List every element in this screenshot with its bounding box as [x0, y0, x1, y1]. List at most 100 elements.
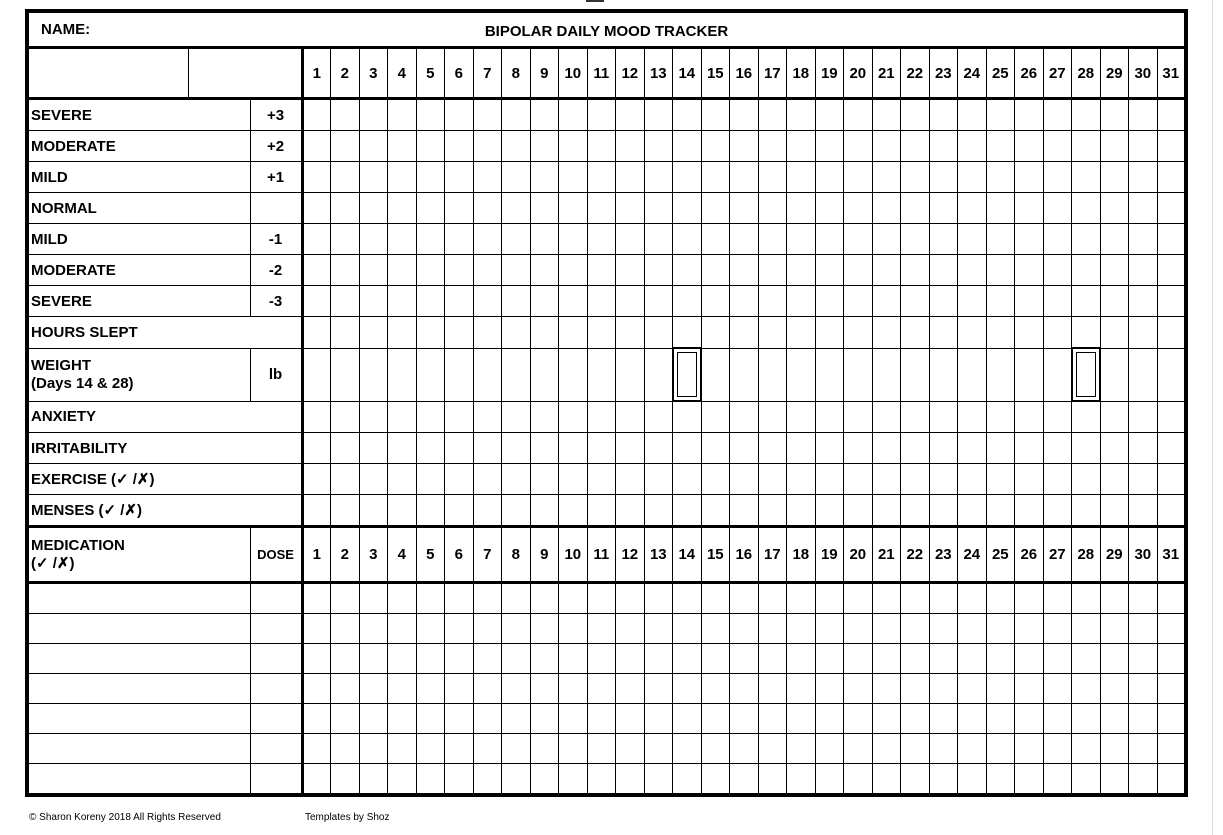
day-cell[interactable] [472, 432, 503, 464]
day-cell[interactable] [814, 763, 845, 796]
day-cell[interactable] [957, 285, 987, 317]
day-cell[interactable] [300, 254, 332, 286]
day-cell[interactable] [529, 582, 560, 614]
day-cell[interactable] [1042, 223, 1073, 255]
day-cell[interactable] [1128, 432, 1158, 464]
day-cell[interactable] [672, 673, 702, 704]
day-cell[interactable] [472, 316, 503, 349]
day-cell[interactable] [529, 463, 560, 495]
day-cell[interactable] [415, 400, 446, 433]
day-cell[interactable] [729, 643, 759, 674]
day-cell[interactable] [472, 673, 503, 704]
day-cell[interactable] [814, 316, 845, 349]
day-cell[interactable] [700, 347, 731, 402]
day-cell[interactable] [615, 285, 645, 317]
day-cell[interactable] [472, 130, 503, 162]
day-cell[interactable] [1014, 673, 1044, 704]
day-cell[interactable] [1071, 673, 1101, 704]
day-cell[interactable] [1071, 643, 1101, 674]
day-cell[interactable] [330, 192, 360, 224]
day-cell[interactable] [387, 400, 417, 433]
day-cell[interactable] [415, 582, 446, 614]
day-cell[interactable] [529, 316, 560, 349]
day-cell[interactable] [615, 432, 645, 464]
day-cell[interactable] [672, 733, 702, 764]
day-cell[interactable] [1128, 582, 1158, 614]
day-cell[interactable] [928, 400, 959, 433]
day-cell[interactable] [558, 703, 588, 734]
day-cell[interactable] [1099, 432, 1130, 464]
day-cell[interactable] [1014, 130, 1044, 162]
day-cell[interactable] [358, 400, 389, 433]
day-cell[interactable] [900, 613, 930, 644]
day-cell[interactable] [1156, 316, 1187, 349]
day-cell[interactable] [501, 254, 531, 286]
day-cell[interactable] [300, 347, 332, 402]
day-cell[interactable] [586, 316, 617, 349]
day-cell[interactable] [1014, 285, 1044, 317]
day-cell[interactable] [330, 285, 360, 317]
day-cell[interactable] [529, 763, 560, 796]
medication-dose-cell[interactable] [249, 643, 303, 674]
day-cell[interactable] [928, 432, 959, 464]
day-cell[interactable] [1156, 463, 1187, 495]
day-cell[interactable] [985, 763, 1016, 796]
day-cell[interactable] [1128, 400, 1158, 433]
day-cell[interactable] [358, 463, 389, 495]
day-cell[interactable] [472, 582, 503, 614]
day-cell[interactable] [1071, 130, 1101, 162]
day-cell[interactable] [985, 161, 1016, 193]
day-cell[interactable] [814, 494, 845, 527]
day-cell[interactable] [643, 763, 674, 796]
day-cell[interactable] [1042, 432, 1073, 464]
day-cell[interactable] [871, 613, 902, 644]
day-cell[interactable] [1014, 316, 1044, 349]
day-cell[interactable] [472, 161, 503, 193]
day-cell[interactable] [615, 643, 645, 674]
day-cell[interactable] [900, 98, 930, 131]
day-cell[interactable] [1156, 98, 1187, 131]
day-cell[interactable] [843, 347, 873, 402]
day-cell[interactable] [1128, 733, 1158, 764]
medication-name-cell[interactable] [26, 643, 251, 674]
medication-name-cell[interactable] [26, 673, 251, 704]
day-cell[interactable] [843, 98, 873, 131]
day-cell[interactable] [985, 673, 1016, 704]
day-cell[interactable] [387, 613, 417, 644]
day-cell[interactable] [643, 223, 674, 255]
day-cell[interactable] [957, 347, 987, 402]
day-cell[interactable] [1156, 223, 1187, 255]
day-cell[interactable] [814, 733, 845, 764]
day-cell[interactable] [786, 98, 816, 131]
day-cell[interactable] [558, 494, 588, 527]
day-cell[interactable] [928, 254, 959, 286]
day-cell[interactable] [501, 613, 531, 644]
day-cell[interactable] [957, 130, 987, 162]
day-cell[interactable] [1042, 130, 1073, 162]
day-cell[interactable] [985, 494, 1016, 527]
day-cell[interactable] [871, 192, 902, 224]
day-cell[interactable] [985, 400, 1016, 433]
day-cell[interactable] [900, 130, 930, 162]
day-cell[interactable] [472, 463, 503, 495]
day-cell[interactable] [444, 285, 474, 317]
day-cell[interactable] [729, 254, 759, 286]
day-cell[interactable] [387, 494, 417, 527]
day-cell[interactable] [957, 673, 987, 704]
day-cell[interactable] [1099, 673, 1130, 704]
day-cell[interactable] [871, 463, 902, 495]
day-cell[interactable] [1014, 192, 1044, 224]
day-cell[interactable] [957, 463, 987, 495]
day-cell[interactable] [786, 613, 816, 644]
day-cell[interactable] [1014, 98, 1044, 131]
day-cell[interactable] [643, 161, 674, 193]
medication-dose-cell[interactable] [249, 673, 303, 704]
day-cell[interactable] [501, 643, 531, 674]
day-cell[interactable] [501, 703, 531, 734]
day-cell[interactable] [330, 733, 360, 764]
day-cell[interactable] [757, 192, 788, 224]
day-cell[interactable] [729, 703, 759, 734]
day-cell[interactable] [472, 494, 503, 527]
day-cell[interactable] [444, 161, 474, 193]
day-cell[interactable] [1042, 673, 1073, 704]
